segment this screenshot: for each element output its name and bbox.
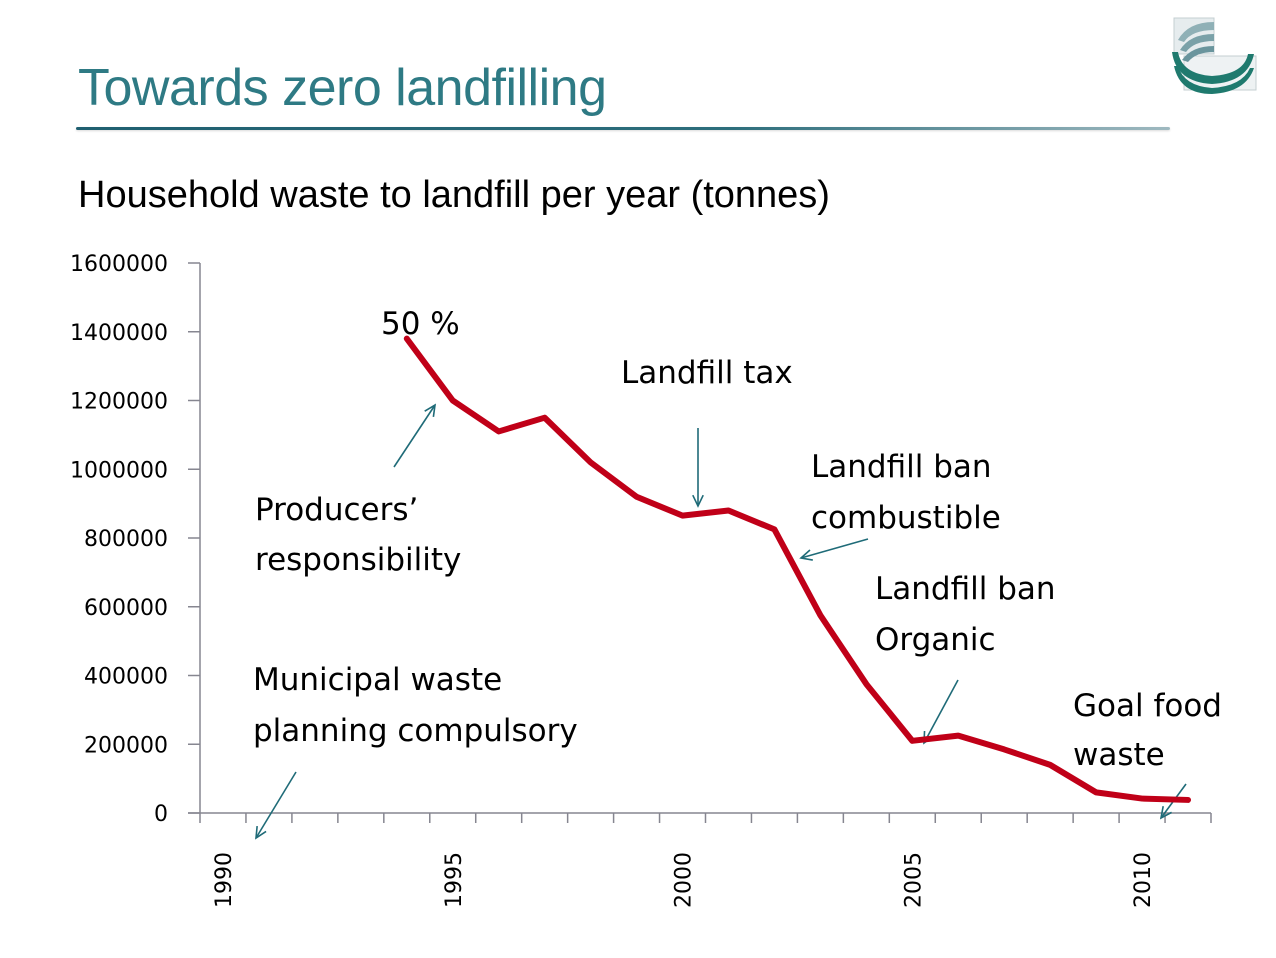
title-divider bbox=[76, 127, 1170, 130]
y-tick-label: 0 bbox=[154, 802, 168, 827]
arrow-head-icon bbox=[1159, 806, 1172, 820]
annotation-arrow-shaft bbox=[923, 679, 959, 744]
annotation-text: waste bbox=[1073, 737, 1165, 773]
annotation-fifty-percent: 50 % bbox=[381, 306, 460, 342]
organization-logo-icon bbox=[1172, 17, 1257, 94]
y-tick-label: 1000000 bbox=[70, 458, 168, 483]
annotation-arrow-shaft bbox=[255, 771, 297, 839]
y-axis-ticks: 0 200000 400000 600000 800000 1000000 1200000 1… bbox=[70, 252, 200, 827]
x-axis-ticks: 1990 1995 2000 2005 2010 bbox=[199, 813, 1212, 908]
annotation-landfill-tax: Landfill tax bbox=[621, 355, 793, 391]
series-line bbox=[403, 335, 1192, 803]
annotation-arrow-shaft bbox=[800, 538, 869, 559]
annotation-goal-food-waste: Goal food waste bbox=[1073, 688, 1222, 773]
y-tick-label: 400000 bbox=[84, 665, 168, 690]
y-tick-label: 1600000 bbox=[70, 252, 168, 277]
x-tick-label: 2010 bbox=[1131, 852, 1156, 908]
annotation-text: Producers’ bbox=[255, 492, 418, 528]
annotation-text: combustible bbox=[811, 500, 1001, 536]
x-tick-label: 1995 bbox=[442, 852, 467, 908]
annotation-text: Landfill tax bbox=[621, 355, 793, 391]
annotation-text: responsibility bbox=[255, 542, 461, 578]
x-tick-label: 2000 bbox=[672, 852, 697, 908]
slide-title: Towards zero landfilling bbox=[78, 59, 607, 117]
y-tick-label: 600000 bbox=[84, 596, 168, 621]
annotation-producers-responsibility: Producers’ responsibility bbox=[255, 492, 461, 578]
arrow-head-icon bbox=[692, 494, 704, 508]
annotation-text: Municipal waste bbox=[253, 662, 502, 698]
annotation-text: planning compulsory bbox=[253, 713, 578, 749]
annotation-text: Landfill ban bbox=[875, 571, 1056, 607]
annotation-landfill-ban-organic: Landfill ban Organic bbox=[875, 571, 1056, 658]
y-tick-label: 200000 bbox=[84, 733, 168, 758]
annotation-text: Organic bbox=[875, 622, 996, 658]
arrow-head-icon bbox=[424, 403, 437, 417]
annotation-arrows bbox=[255, 403, 1187, 840]
arrow-head-icon bbox=[799, 549, 813, 561]
y-tick-label: 1400000 bbox=[70, 321, 168, 346]
chart-subtitle: Household waste to landfill per year (to… bbox=[78, 174, 830, 216]
annotation-text: Landfill ban bbox=[811, 449, 992, 485]
arrow-head-icon bbox=[255, 825, 267, 840]
x-tick-label: 1990 bbox=[212, 852, 237, 908]
y-tick-label: 800000 bbox=[84, 527, 168, 552]
annotation-text: Goal food bbox=[1073, 688, 1222, 724]
y-tick-label: 1200000 bbox=[70, 390, 168, 415]
x-tick-label: 2005 bbox=[901, 852, 926, 908]
annotation-landfill-ban-combustible: Landfill ban combustible bbox=[811, 449, 1001, 536]
annotation-arrow-shaft bbox=[393, 404, 436, 468]
annotation-municipal-waste-planning: Municipal waste planning compulsory bbox=[253, 662, 578, 749]
annotation-layer: 50 % Landfill tax Producers’ responsibility… bbox=[253, 306, 1222, 773]
series-layer bbox=[403, 335, 1192, 803]
annotation-text: 50 % bbox=[381, 306, 460, 342]
